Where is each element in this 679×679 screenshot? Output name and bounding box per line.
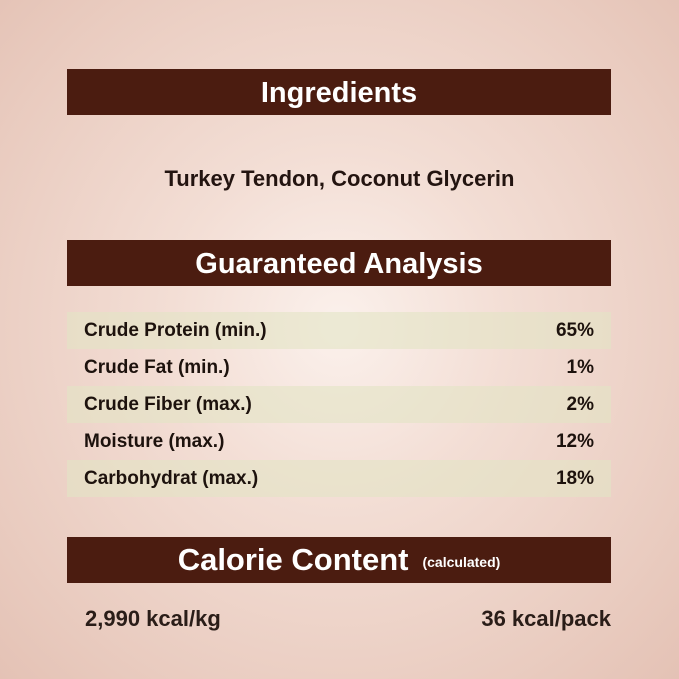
calorie-per-kg: 2,990 kcal/kg [85,606,221,631]
row-label: Crude Fiber (max.) [84,393,252,415]
analysis-row: Crude Protein (min.) 65% [67,312,611,349]
row-label: Crude Fat (min.) [84,356,230,378]
row-value: 65% [555,319,594,341]
analysis-title: Guaranteed Analysis [195,248,483,280]
calorie-title: Calorie Content [177,542,409,577]
calorie-note: (calculated) [422,553,501,570]
ingredients-title: Ingredients [260,77,418,109]
calorie-header: Calorie Content (calculated) [67,537,611,583]
row-label: Crude Protein (min.) [84,319,267,341]
analysis-row: Carbohydrat (max.) 18% [67,460,611,497]
row-value: 1% [566,356,594,378]
ingredients-header: Ingredients [67,69,611,115]
row-value: 2% [566,393,594,415]
row-value: 12% [555,430,594,452]
row-label: Carbohydrat (max.) [84,467,259,489]
row-label: Moisture (max.) [84,430,225,452]
calorie-per-pack: 36 kcal/pack [481,606,611,631]
analysis-row: Crude Fat (min.) 1% [67,349,611,386]
row-value: 18% [555,467,594,489]
analysis-header: Guaranteed Analysis [67,240,611,286]
analysis-row: Moisture (max.) 12% [67,423,611,460]
ingredients-text: Turkey Tendon, Coconut Glycerin [164,166,515,191]
analysis-row: Crude Fiber (max.) 2% [67,386,611,423]
